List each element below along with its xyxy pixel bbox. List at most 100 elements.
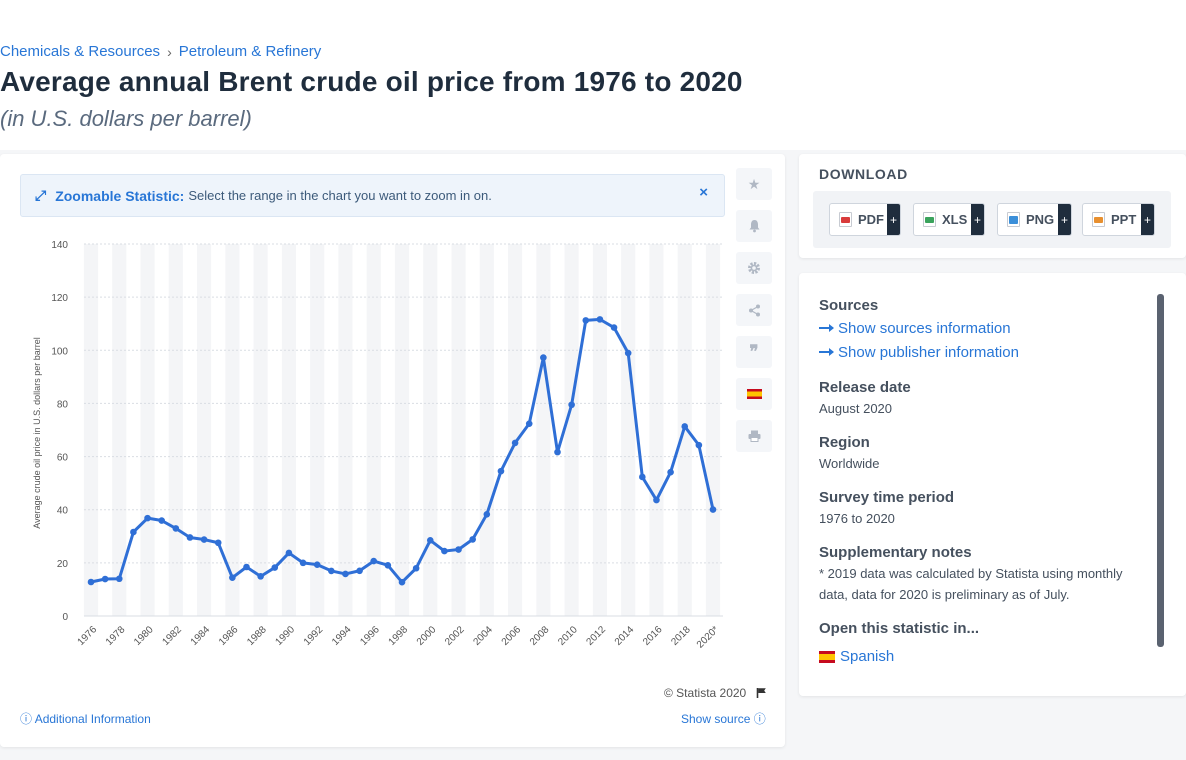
data-point[interactable]: [299, 559, 307, 567]
share-button[interactable]: [736, 294, 772, 326]
zoom-text: Select the range in the chart you want t…: [188, 188, 492, 203]
notification-button[interactable]: [736, 210, 772, 242]
y-axis-label: Average crude oil price in U.S. dollars …: [32, 337, 42, 528]
data-point[interactable]: [568, 401, 575, 409]
x-tick-label: 2010: [556, 624, 580, 648]
data-point[interactable]: [540, 354, 547, 361]
data-point[interactable]: [101, 575, 109, 583]
data-point[interactable]: [384, 561, 392, 569]
data-point[interactable]: [455, 546, 462, 553]
open-in-spanish-link[interactable]: Spanish: [819, 648, 894, 665]
favorite-button[interactable]: ★: [736, 168, 772, 200]
data-point[interactable]: [130, 528, 137, 536]
plot-band: [649, 244, 664, 616]
data-point[interactable]: [115, 575, 123, 583]
plot-band: [83, 244, 99, 616]
plot-band: [423, 244, 438, 616]
data-point[interactable]: [271, 564, 279, 571]
data-point[interactable]: [200, 536, 208, 543]
x-tick-label: 1984: [189, 624, 213, 648]
download-xls-button[interactable]: XLS +: [913, 203, 985, 236]
data-point[interactable]: [257, 573, 264, 580]
data-point[interactable]: [639, 473, 646, 481]
pdf-label: PDF: [858, 212, 884, 227]
data-point[interactable]: [667, 468, 674, 476]
copyright-text: © Statista 2020: [664, 686, 747, 700]
data-point[interactable]: [412, 564, 420, 572]
data-point[interactable]: [356, 567, 363, 575]
data-point[interactable]: [426, 536, 434, 544]
plot-band: [253, 244, 268, 616]
data-point[interactable]: [87, 578, 95, 586]
png-file-icon: [1007, 212, 1020, 227]
plot-band: [310, 244, 325, 616]
y-tick-label: 80: [57, 399, 69, 410]
y-tick-label: 40: [57, 506, 69, 517]
gear-icon: [748, 262, 760, 274]
plot-band: [508, 244, 523, 616]
data-point[interactable]: [497, 467, 505, 475]
data-point[interactable]: [243, 563, 250, 571]
breadcrumb-chemicals[interactable]: Chemicals & Resources: [0, 43, 161, 60]
data-point[interactable]: [370, 557, 378, 565]
cite-button[interactable]: ❞: [736, 336, 772, 368]
survey-period-heading: Survey time period: [819, 489, 955, 506]
data-point[interactable]: [186, 534, 194, 541]
flag-report-icon[interactable]: [756, 687, 767, 698]
plus-icon[interactable]: +: [1141, 204, 1154, 235]
release-date-heading: Release date: [819, 379, 911, 396]
data-point[interactable]: [441, 547, 448, 555]
additional-info-link[interactable]: ⓘ Additional Information: [20, 710, 151, 727]
download-png-button[interactable]: PNG +: [997, 203, 1072, 236]
language-button[interactable]: [736, 378, 772, 410]
data-point[interactable]: [653, 496, 660, 504]
data-point[interactable]: [596, 316, 604, 323]
data-point[interactable]: [144, 514, 151, 522]
data-point[interactable]: [313, 561, 321, 568]
zoom-label: Zoomable Statistic:: [55, 187, 185, 204]
data-point[interactable]: [172, 525, 180, 532]
data-point[interactable]: [554, 448, 561, 456]
show-source-link[interactable]: Show source ⓘ: [681, 710, 766, 727]
settings-button[interactable]: [736, 252, 772, 284]
show-sources-link[interactable]: Show sources information: [819, 320, 1011, 337]
show-publisher-link[interactable]: Show publisher information: [819, 344, 1019, 361]
data-point[interactable]: [709, 506, 717, 513]
download-ppt-button[interactable]: PPT +: [1082, 203, 1155, 236]
x-tick-label: 1988: [245, 624, 269, 648]
quote-icon: ❞: [749, 342, 759, 361]
data-point[interactable]: [285, 549, 293, 557]
show-source-label: Show source: [681, 712, 751, 726]
y-tick-label: 20: [57, 559, 69, 570]
data-point[interactable]: [525, 420, 533, 427]
data-point[interactable]: [582, 317, 590, 324]
data-point[interactable]: [511, 439, 519, 447]
data-point[interactable]: [624, 349, 632, 357]
copyright: © Statista 2020: [664, 686, 767, 700]
info-icon: ⓘ: [20, 712, 33, 726]
download-pdf-button[interactable]: PDF +: [829, 203, 901, 236]
spanish-flag-icon: [746, 389, 762, 399]
close-icon[interactable]: ×: [699, 184, 708, 201]
plus-icon[interactable]: +: [887, 204, 900, 235]
plus-icon[interactable]: +: [971, 204, 984, 235]
plus-icon[interactable]: +: [1058, 204, 1071, 235]
info-scrollbar[interactable]: [1157, 294, 1164, 647]
data-point[interactable]: [398, 578, 406, 586]
zoom-notice: ⤢ Zoomable Statistic: Select the range i…: [20, 174, 725, 217]
data-point[interactable]: [342, 570, 349, 578]
data-point[interactable]: [158, 517, 165, 524]
data-point[interactable]: [681, 423, 689, 430]
plot-band: [197, 244, 212, 616]
data-point[interactable]: [483, 511, 491, 518]
print-button[interactable]: [736, 420, 772, 452]
data-point[interactable]: [695, 441, 703, 449]
data-point[interactable]: [610, 324, 618, 331]
data-point[interactable]: [214, 539, 222, 547]
data-point[interactable]: [328, 567, 335, 575]
breadcrumb-petroleum[interactable]: Petroleum & Refinery: [178, 43, 322, 60]
data-point[interactable]: [229, 574, 236, 581]
data-point[interactable]: [469, 536, 476, 543]
info-icon: ⓘ: [753, 712, 766, 726]
